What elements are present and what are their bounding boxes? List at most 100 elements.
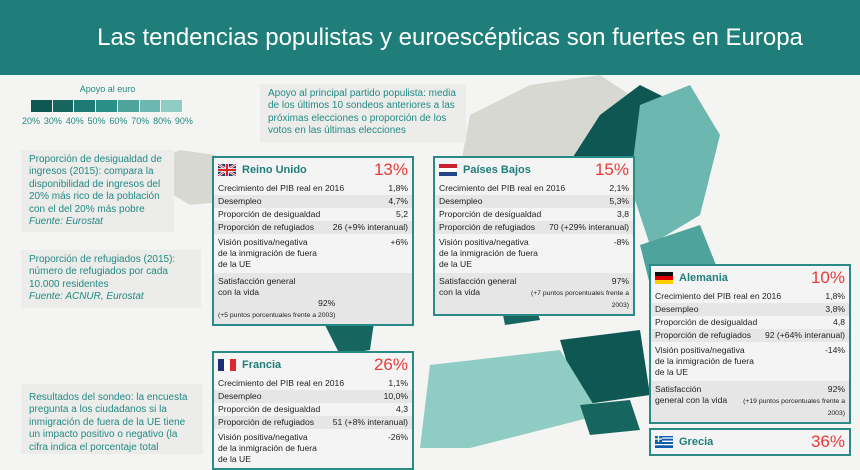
note-text: Proporción de refugiados (2015): número … xyxy=(29,254,176,290)
inequality-value: 4,3 xyxy=(396,404,408,414)
legend-swatch xyxy=(117,100,139,112)
immigration-value: +6% xyxy=(390,237,408,247)
country-card-france: Francia 26% Crecimiento del PIB real en 2… xyxy=(212,351,414,470)
france-flag-icon xyxy=(218,359,236,371)
row-label: Visión positiva/negativa de la inmigraci… xyxy=(439,237,538,269)
legend-label: 70% xyxy=(131,116,150,126)
row-label: Proporción de refugiados xyxy=(218,417,315,427)
refugees-value: 92 (+64% interanual) xyxy=(764,330,845,340)
satisfaction-value: 92% xyxy=(827,384,845,394)
note-survey: Resultados del sondeo: la encuesta pregu… xyxy=(21,384,203,454)
row-label: Satisfacción general con la vida xyxy=(218,276,296,297)
row-label: Visión positiva/negativa de la inmigraci… xyxy=(218,432,317,464)
inequality-value: 3,8 xyxy=(617,209,629,219)
row-label: Proporción de desigualdad xyxy=(655,317,758,327)
note-populist: Apoyo al principal partido populista: me… xyxy=(260,84,466,142)
country-card-germany: Alemania 10% Crecimiento del PIB real en … xyxy=(649,264,851,424)
row-label: Visión positiva/negativa de la inmigraci… xyxy=(655,345,754,377)
populist-support: 26% xyxy=(373,355,408,374)
row-label: Proporción de desigualdad xyxy=(218,209,321,219)
note-source: Fuente: Eurostat xyxy=(29,216,103,228)
row-label: Crecimiento del PIB real en 2016 xyxy=(218,183,345,193)
note-text: Apoyo al principal partido populista: me… xyxy=(268,88,456,137)
row-label: Crecimiento del PIB real en 2016 xyxy=(655,291,782,301)
populist-support: 15% xyxy=(594,160,629,179)
country-name: Grecia xyxy=(679,436,714,448)
row-label: Desempleo xyxy=(439,196,483,206)
row-label: Proporción de desigualdad xyxy=(218,404,321,414)
note-source: Fuente: ACNUR, Eurostat xyxy=(29,291,144,303)
row-label: Proporción de desigualdad xyxy=(439,209,542,219)
legend-label: 40% xyxy=(65,116,84,126)
legend-label: 30% xyxy=(43,116,62,126)
satisfaction-change: (+7 puntos porcentuales frente a 2003) xyxy=(530,290,629,309)
country-card-uk: Reino Unido 13% Crecimiento del PIB real … xyxy=(212,156,414,326)
netherlands-flag-icon xyxy=(439,164,457,176)
gdp-value: 1,1% xyxy=(388,378,408,388)
gdp-value: 1,8% xyxy=(825,291,845,301)
row-label: Desempleo xyxy=(218,196,262,206)
greece-flag-icon xyxy=(655,436,673,448)
map-finland xyxy=(630,85,720,245)
legend-swatch xyxy=(96,100,117,112)
legend-swatch xyxy=(31,100,52,112)
country-card-greece: Grecia 36% xyxy=(649,428,851,456)
inequality-value: 5,2 xyxy=(396,209,408,219)
row-label: Desempleo xyxy=(218,391,262,401)
inequality-value: 4,8 xyxy=(833,317,845,327)
country-card-netherlands: Países Bajos 15% Crecimiento del PIB real… xyxy=(433,156,635,316)
gdp-value: 1,8% xyxy=(388,183,408,193)
euro-support-legend: Apoyo al euro 20% 30% 40% 50% 60% 70% 80% 90% xyxy=(20,84,195,126)
row-label: Desempleo xyxy=(655,304,699,314)
legend-swatch xyxy=(74,100,96,112)
page-header: Las tendencias populistas y euroescéptic… xyxy=(0,0,860,75)
legend-label: 50% xyxy=(87,116,106,126)
row-label: Visión positiva/negativa de la inmigraci… xyxy=(218,237,317,269)
country-name: Países Bajos xyxy=(463,164,531,176)
satisfaction-change: (+5 puntos porcentuales frente a 2003) xyxy=(218,312,336,319)
unemployment-value: 3,8% xyxy=(825,304,845,314)
unemployment-value: 10,0% xyxy=(383,391,408,401)
note-text: Proporción de desigualdad de ingresos (2… xyxy=(29,154,162,215)
refugees-value: 51 (+8% interanual) xyxy=(332,417,408,427)
legend-swatch xyxy=(161,100,183,112)
row-label: Satisfacción general con la vida xyxy=(655,384,728,405)
note-text: Resultados del sondeo: la encuesta pregu… xyxy=(29,392,188,453)
row-label: Crecimiento del PIB real en 2016 xyxy=(439,183,566,193)
unemployment-value: 4,7% xyxy=(388,196,408,206)
populist-support: 36% xyxy=(810,432,845,451)
unemployment-value: 5,3% xyxy=(609,196,629,206)
immigration-value: -14% xyxy=(824,345,845,355)
immigration-value: -8% xyxy=(613,237,629,247)
map-central xyxy=(420,350,600,448)
legend-color-bar xyxy=(31,100,183,112)
refugees-value: 26 (+9% interanual) xyxy=(332,222,408,232)
satisfaction-value: 97% xyxy=(611,276,629,286)
populist-support: 13% xyxy=(373,160,408,179)
legend-label: 90% xyxy=(174,116,193,126)
page-title: Las tendencias populistas y euroescéptic… xyxy=(97,23,803,51)
row-label: Crecimiento del PIB real en 2016 xyxy=(218,378,345,388)
map-czech xyxy=(580,400,640,435)
legend-swatch xyxy=(52,100,74,112)
uk-flag-icon xyxy=(218,164,236,176)
gdp-value: 2,1% xyxy=(609,183,629,193)
country-name: Francia xyxy=(242,359,282,371)
immigration-value: -26% xyxy=(387,432,408,442)
row-label: Proporción de refugiados xyxy=(218,222,315,232)
country-name: Reino Unido xyxy=(242,164,307,176)
note-inequality: Proporción de desigualdad de ingresos (2… xyxy=(21,150,174,233)
legend-label: 20% xyxy=(22,116,41,126)
row-label: Proporción de refugiados xyxy=(655,330,752,340)
legend-label: 60% xyxy=(109,116,128,126)
legend-swatch xyxy=(139,100,161,112)
map-poland xyxy=(560,330,650,405)
europe-map xyxy=(155,75,720,448)
row-label: Satisfacción general con la vida xyxy=(439,276,517,297)
satisfaction-value: 92% xyxy=(318,298,336,308)
satisfaction-change: (+19 puntos porcentuales frente a 2003) xyxy=(743,398,845,417)
row-label: Proporción de refugiados xyxy=(439,222,536,232)
refugees-value: 70 (+29% interanual) xyxy=(548,222,629,232)
populist-support: 10% xyxy=(810,268,845,287)
country-name: Alemania xyxy=(679,272,728,284)
